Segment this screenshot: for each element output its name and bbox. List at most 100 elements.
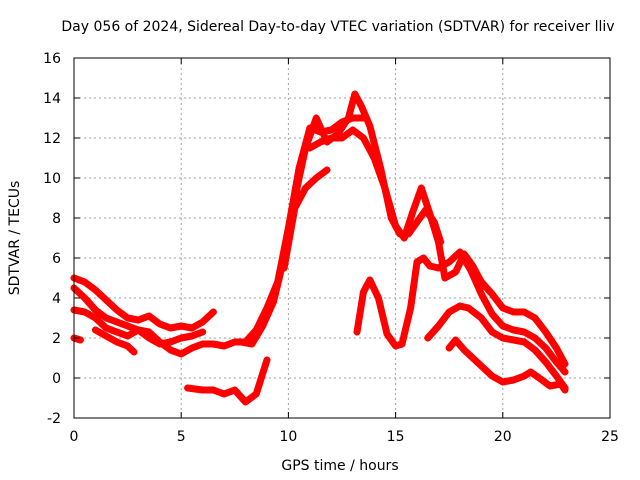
data-point-marker [426,210,434,218]
plot-frame [73,57,611,419]
data-point-marker [317,138,325,146]
data-point-marker [510,376,518,384]
data-point-marker [188,344,196,352]
y-tick-label: 2 [52,331,61,347]
data-point-marker [81,308,89,316]
data-point-marker [407,304,415,312]
data-point-marker [520,328,528,336]
data-point-marker [531,314,539,322]
data-point-marker [102,296,110,304]
y-tick-label: 14 [43,91,61,107]
data-point-marker [323,166,331,174]
data-point-marker [248,340,256,348]
series-track-4 [70,334,84,344]
data-point-marker [327,134,335,142]
data-point-marker [145,334,153,342]
data-point-marker [220,342,228,350]
data-point-marker [445,308,453,316]
data-point-marker [102,324,110,332]
data-point-marker [434,322,442,330]
data-point-marker [102,314,110,322]
x-tick-label: 20 [494,429,512,445]
data-point-marker [81,294,89,302]
series-line [445,336,569,394]
data-point-marker [424,334,432,342]
data-point-marker [220,390,228,398]
data-point-marker [349,126,357,134]
data-point-marker [91,306,99,314]
data-point-marker [130,348,138,356]
data-point-marker [413,218,421,226]
data-point-marker [510,326,518,334]
data-point-marker [312,114,320,122]
data-point-marker [370,154,378,162]
data-point-marker [477,314,485,322]
data-point-marker [188,324,196,332]
y-tick-label: 6 [52,251,61,267]
data-point-marker [456,248,464,256]
data-point-marker [499,334,507,342]
data-point-marker [413,258,421,266]
data-point-marker [327,126,335,134]
y-tick-label: 16 [43,51,61,67]
data-point-marker [91,314,99,322]
data-point-marker [456,302,464,310]
series-line [184,356,271,406]
data-point-marker [520,372,528,380]
data-point-marker [344,114,352,122]
data-point-marker [113,338,121,346]
series-line [237,90,445,348]
data-point-marker [76,336,84,344]
data-point-marker [383,330,391,338]
data-point-marker [199,340,207,348]
series-line [353,248,569,376]
data-point-marker [374,294,382,302]
data-point-marker [452,336,460,344]
data-point-marker [546,382,554,390]
data-point-marker [381,184,389,192]
data-point-marker [91,286,99,294]
data-point-marker [113,328,121,336]
data-point-marker [312,174,320,182]
data-point-marker [477,290,485,298]
x-tick-label: 0 [70,429,79,445]
series-track-10 [353,248,569,376]
data-point-marker [177,334,185,342]
data-point-marker [510,308,518,316]
data-point-marker [441,274,449,282]
data-point-marker [353,328,361,336]
x-tick-label: 15 [387,429,405,445]
data-point-marker [531,346,539,354]
data-point-marker [488,290,496,298]
data-point-marker [426,262,434,270]
data-point-marker [231,338,239,346]
data-point-marker [306,144,314,152]
data-point-marker [280,264,288,272]
x-tick-label: 25 [601,429,619,445]
data-point-marker [520,308,528,316]
y-tick-label: 10 [43,171,61,187]
series-track-1 [70,274,217,332]
data-point-marker [527,368,535,376]
data-point-marker [535,374,543,382]
data-point-marker [124,332,132,340]
data-point-marker [209,340,217,348]
chart-title: Day 056 of 2024, Sidereal Day-to-day VTE… [61,19,614,35]
data-point-marker [417,184,425,192]
data-point-marker [542,358,550,366]
data-point-marker [445,258,453,266]
data-point-marker [409,208,417,216]
data-point-marker [156,340,164,348]
x-tick-label: 5 [177,429,186,445]
y-tick-label: 4 [52,291,61,307]
data-point-marker [263,356,271,364]
series-track-12 [424,302,569,392]
data-point-marker [467,266,475,274]
data-point-marker [542,344,550,352]
data-point-marker [434,238,442,246]
data-point-marker [477,362,485,370]
data-point-marker [134,326,142,334]
data-point-marker [237,338,245,346]
data-point-marker [177,322,185,330]
y-axis-title: SDTVAR / TECUs [7,181,23,296]
